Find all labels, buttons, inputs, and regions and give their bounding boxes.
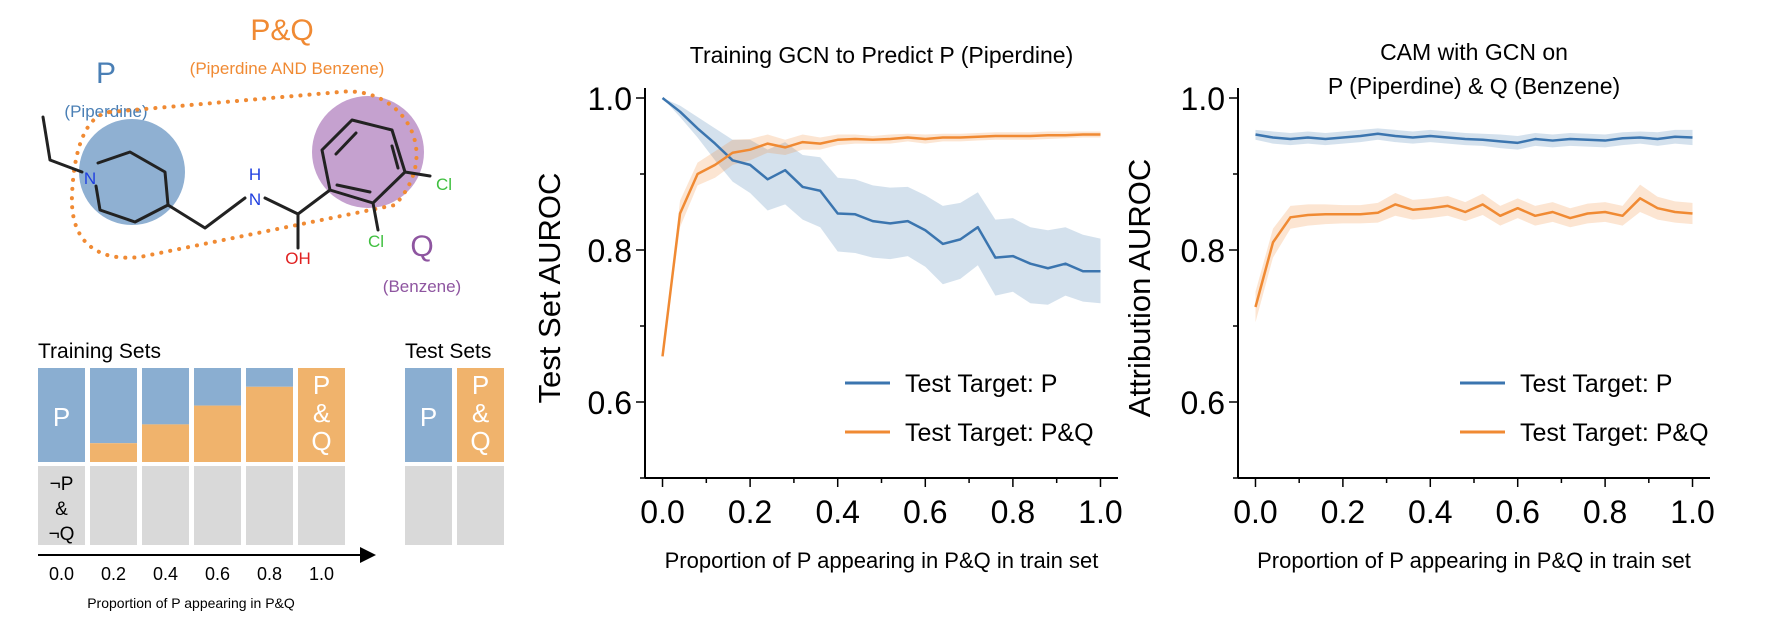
x-tick-label: 0.2	[1321, 494, 1365, 530]
x-tick-label: 1.0	[1670, 494, 1714, 530]
training-bar-pq	[298, 368, 345, 462]
x-tick-label: 0.0	[1233, 494, 1277, 530]
axis-arrowhead	[360, 547, 376, 563]
p-sublabel: (Piperdine)	[64, 102, 147, 121]
test-bar-p-text: P	[420, 402, 437, 432]
x-tick-label: 0.8	[1583, 494, 1627, 530]
training-sets-ticks: 0.0 0.2 0.4 0.6 0.8 1.0	[49, 564, 334, 584]
confidence-band	[1255, 184, 1693, 323]
training-bar-neg	[142, 466, 189, 545]
y-tick-label: 1.0	[1181, 81, 1225, 117]
training-bar-neg	[194, 466, 241, 545]
p-label: P	[96, 57, 116, 90]
bar-pq-text: Q	[311, 426, 331, 456]
training-sets-xlabel: Proportion of P appearing in P&Q	[87, 595, 295, 611]
series-line	[1255, 132, 1693, 145]
series-line	[661, 97, 1101, 273]
training-bar-neg	[38, 466, 85, 545]
y-axis-label: Test Set AUROC	[532, 173, 567, 404]
chart-title: Training GCN to Predict P (Piperdine)	[690, 42, 1074, 68]
training-bar-neg	[246, 466, 293, 545]
training-bar-pq	[246, 386, 293, 462]
legend-label: Test Target: P&Q	[905, 419, 1094, 447]
molecule-diagram: P&Q (Piperdine AND Benzene) P (Piperdine…	[41, 14, 461, 296]
test-bar-neg	[405, 466, 452, 545]
training-bar-neg	[90, 466, 137, 545]
training-bar-pq	[90, 443, 137, 462]
atom-h: H	[249, 165, 261, 184]
pq-label: P&Q	[250, 14, 313, 47]
piperidine-highlight	[79, 119, 185, 225]
test-bar-pq-text: Q	[470, 426, 490, 456]
training-tick-label: 0.0	[49, 564, 74, 584]
x-tick-label: 0.4	[815, 494, 859, 530]
training-tick-label: 0.8	[257, 564, 282, 584]
bar-neg-text: &	[55, 499, 68, 520]
legend-label: Test Target: P&Q	[1520, 419, 1709, 447]
x-tick-label: 1.0	[1078, 494, 1122, 530]
pq-dotted-outline	[69, 89, 419, 260]
training-tick-label: 1.0	[309, 564, 334, 584]
test-bar-pq	[457, 368, 504, 462]
training-set-bars: PP&Q¬P&¬Q	[38, 368, 345, 545]
atom-oh: OH	[285, 249, 311, 268]
x-tick-label: 0.6	[903, 494, 947, 530]
x-tick-label: 0.6	[1495, 494, 1539, 530]
x-tick-label: 0.2	[728, 494, 772, 530]
training-sets-diagram: Training Sets Test Sets PP&Q¬P&¬Q PP&Q 0…	[38, 340, 504, 611]
bar-pq-text: &	[313, 398, 330, 428]
x-tick-label: 0.4	[1408, 494, 1452, 530]
molecule-bonds	[41, 115, 432, 250]
test-bar-pq-text: &	[472, 398, 489, 428]
training-tick-label: 0.4	[153, 564, 178, 584]
legend-label: Test Target: P	[905, 370, 1057, 398]
legend-label: Test Target: P	[1520, 370, 1672, 398]
training-tick-label: 0.2	[101, 564, 126, 584]
chart-cam-gcn: CAM with GCN on P (Piperdine) & Q (Benzen…	[1122, 39, 1715, 573]
y-tick-label: 0.8	[588, 233, 632, 269]
training-bar-p	[246, 368, 293, 387]
training-sets-title: Training Sets	[38, 340, 161, 363]
chart-title: P (Piperdine) & Q (Benzene)	[1328, 73, 1620, 99]
bar-neg-text: ¬P	[50, 474, 74, 495]
q-label: Q	[410, 230, 433, 263]
x-tick-label: 0.0	[640, 494, 684, 530]
test-bar-p	[405, 368, 452, 462]
bar-p-text: P	[53, 402, 70, 432]
training-bar-p	[194, 368, 241, 406]
q-sublabel: (Benzene)	[383, 277, 461, 296]
y-axis-label: Attribution AUROC	[1122, 159, 1157, 417]
training-bar-pq	[142, 424, 189, 462]
test-bar-neg	[457, 466, 504, 545]
training-bar-pq	[194, 405, 241, 462]
bar-pq-text: P	[313, 370, 330, 400]
series-line	[1254, 197, 1693, 308]
training-bar-p	[90, 368, 137, 444]
training-bar-neg	[298, 466, 345, 545]
series-line	[661, 133, 1101, 357]
pq-sublabel: (Piperdine AND Benzene)	[190, 59, 385, 78]
y-tick-label: 0.6	[1181, 385, 1225, 421]
atom-cl-top: Cl	[436, 175, 452, 194]
x-axis-label: Proportion of P appearing in P&Q in trai…	[1257, 548, 1691, 573]
atom-n-ring: N	[84, 169, 96, 188]
test-set-bars: PP&Q	[405, 368, 504, 545]
y-tick-label: 1.0	[588, 81, 632, 117]
x-tick-label: 0.8	[991, 494, 1035, 530]
chart-training-gcn: Training GCN to Predict P (Piperdine) 0.6…	[532, 42, 1123, 573]
training-bar-p	[142, 368, 189, 425]
y-tick-label: 0.6	[588, 385, 632, 421]
test-sets-title: Test Sets	[405, 340, 491, 363]
atom-cl-bottom: Cl	[368, 232, 384, 251]
y-tick-label: 0.8	[1181, 233, 1225, 269]
chart-title: CAM with GCN on	[1380, 39, 1568, 65]
training-bar-p	[38, 368, 85, 462]
bar-neg-text: ¬Q	[49, 524, 75, 545]
atom-n-amine: N	[249, 190, 261, 209]
x-axis-label: Proportion of P appearing in P&Q in trai…	[665, 548, 1099, 573]
training-tick-label: 0.6	[205, 564, 230, 584]
confidence-band	[662, 98, 1101, 305]
test-bar-pq-text: P	[472, 370, 489, 400]
